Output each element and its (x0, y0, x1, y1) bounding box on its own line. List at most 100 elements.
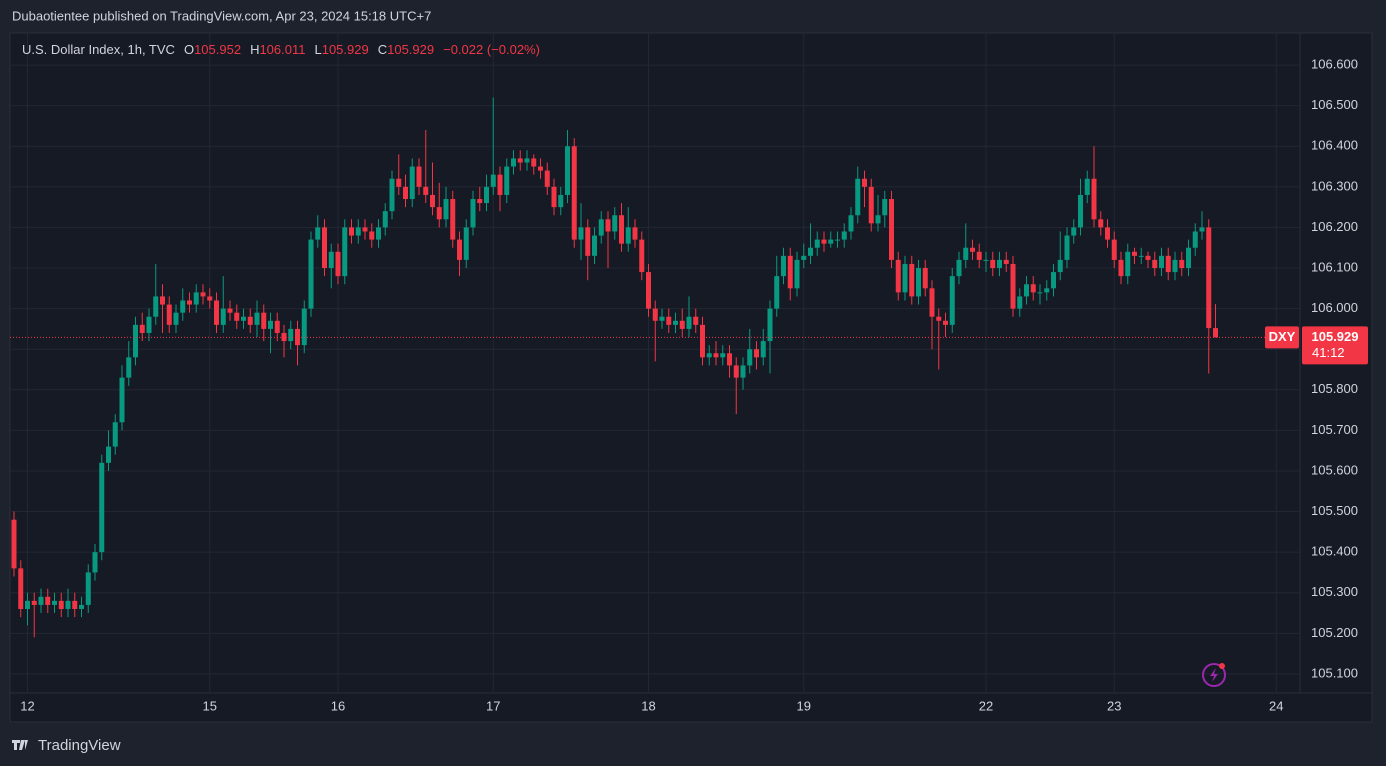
candle-body (1192, 231, 1198, 248)
candle-body (166, 304, 172, 325)
chart-pane (9, 32, 1373, 723)
candle-body (403, 186, 408, 200)
candle-body (112, 422, 118, 447)
candle-body (997, 259, 1002, 269)
candle-body (1111, 239, 1117, 260)
y-tick-label: 105.500 (1311, 503, 1358, 518)
candle-body (301, 308, 307, 346)
candle-body (983, 259, 989, 261)
candle-body (855, 178, 861, 216)
candle-body (895, 259, 901, 293)
legend: U.S. Dollar Index, 1h, TVC O105.952 H106.0… (22, 42, 540, 57)
candle-body (1064, 235, 1070, 260)
price-tag-value: 105.929 (1312, 329, 1359, 344)
candle-body (504, 166, 510, 195)
candle-body (943, 320, 948, 325)
candle-body (1138, 255, 1144, 257)
candle-body (484, 186, 489, 204)
x-tick-label: 19 (797, 698, 811, 713)
candle-body (160, 296, 165, 305)
candle-body (220, 308, 226, 325)
candle-body (180, 300, 186, 313)
candle-body (207, 296, 213, 301)
candle-body (632, 227, 638, 240)
candle-body (700, 324, 705, 358)
legend-key: L (314, 42, 321, 57)
candle-body (821, 239, 827, 244)
candle-body (328, 251, 334, 269)
candle-body (1159, 255, 1164, 269)
candle-body (1172, 259, 1178, 273)
x-tick-label: 12 (20, 698, 34, 713)
candle-body (92, 552, 98, 573)
candle-body (1010, 263, 1016, 309)
candle-body (828, 239, 834, 244)
legend-change: −0.022 (−0.02%) (443, 42, 540, 57)
candle-body (1179, 259, 1185, 269)
candle-body (740, 365, 746, 378)
candle-body (571, 146, 577, 240)
brand-logo (12, 740, 28, 750)
symbol-tag (1265, 326, 1299, 349)
candle-body (200, 292, 206, 297)
candle-body (126, 357, 132, 378)
x-tick-label: 23 (1107, 698, 1121, 713)
candle-body (808, 247, 813, 256)
candle-body (268, 320, 273, 329)
candle-body (679, 320, 685, 329)
candle-body (409, 166, 415, 200)
candle-body (1105, 227, 1110, 240)
candle-body (686, 316, 692, 329)
candle-body (1186, 247, 1191, 269)
candle-body (929, 288, 935, 317)
candle-body (11, 519, 17, 569)
candle-body (794, 259, 800, 289)
legend-value: 105.929 (387, 42, 434, 57)
candle-body (551, 186, 557, 208)
candle-body (1030, 284, 1036, 293)
candle-body (389, 178, 395, 212)
candle-body (1024, 284, 1029, 297)
candle-body (193, 292, 199, 305)
candle-body (787, 255, 793, 289)
y-tick-label: 105.400 (1311, 544, 1358, 559)
candle-body (463, 227, 469, 260)
candle-body (524, 158, 530, 163)
candle-body (882, 199, 888, 216)
candle-body (416, 166, 422, 187)
y-tick-label: 106.000 (1311, 300, 1358, 315)
y-tick-label: 105.100 (1311, 665, 1358, 680)
y-tick-label: 105.200 (1311, 625, 1358, 640)
candle-body (1017, 296, 1023, 309)
legend-title: U.S. Dollar Index, 1h, TVC (22, 42, 175, 57)
candle-body (976, 251, 982, 260)
candle-body (423, 186, 429, 195)
candle-body (754, 349, 759, 358)
y-tick-label: 106.600 (1311, 57, 1358, 72)
candle-body (841, 231, 847, 240)
candle-body (315, 227, 321, 240)
legend-value: 105.929 (322, 42, 369, 57)
candle-body (477, 199, 483, 204)
candle-body (349, 227, 354, 236)
candle-body (659, 316, 665, 321)
candle-body (544, 170, 550, 187)
x-tick-label: 17 (486, 698, 500, 713)
x-tick-label: 22 (979, 698, 993, 713)
candle-body (558, 194, 564, 208)
symbol-label: DXY (1269, 329, 1296, 344)
candle-body (1071, 227, 1077, 236)
candle-body (497, 174, 503, 195)
candle-body (990, 259, 996, 269)
legend-key: O (184, 42, 194, 57)
labels: 105.100 105.200 105.300 105.400 105.500 105.6… (10, 42, 1368, 713)
y-tick-label: 105.300 (1311, 584, 1358, 599)
candle-body (25, 600, 30, 609)
alert-icon (1202, 663, 1226, 687)
y-tick-label: 106.200 (1311, 219, 1358, 234)
candle-body (342, 227, 348, 277)
candle-body (625, 227, 631, 244)
legend-value: 105.952 (194, 42, 241, 57)
